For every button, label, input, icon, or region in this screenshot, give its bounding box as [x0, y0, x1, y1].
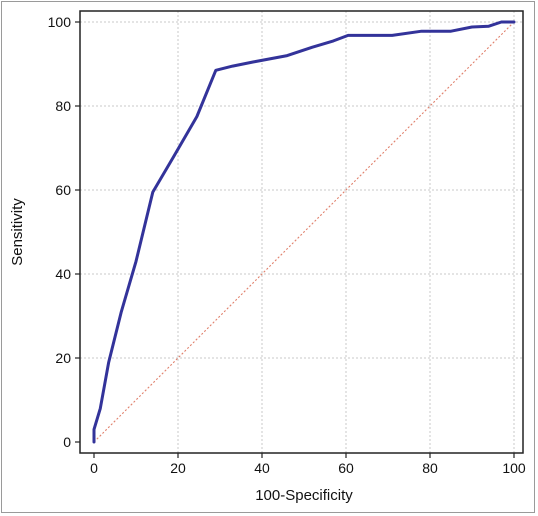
grid-layer — [80, 11, 523, 453]
y-tick-label: 0 — [63, 434, 71, 450]
x-tick-label: 60 — [338, 460, 354, 476]
y-tick-label: 80 — [55, 98, 71, 114]
y-axis-title: Sensitivity — [9, 198, 26, 266]
x-tick-label: 80 — [422, 460, 438, 476]
series-layer — [92, 20, 516, 444]
y-tick-label: 40 — [55, 266, 71, 282]
x-tick-label: 0 — [90, 460, 98, 476]
x-axis-title: 100-Specificity — [255, 487, 353, 504]
reference-line — [93, 21, 515, 443]
tick-layer: 0 20 40 60 80 100 0 20 40 60 80 100 — [48, 14, 526, 476]
x-tick-label: 100 — [502, 460, 526, 476]
y-tick-label: 20 — [55, 350, 71, 366]
x-tick-label: 40 — [254, 460, 270, 476]
plot-area — [79, 10, 524, 454]
roc-curve-line — [92, 20, 516, 444]
y-tick-label: 60 — [55, 182, 71, 198]
y-tick-label: 100 — [48, 14, 72, 30]
x-tick-label: 20 — [170, 460, 186, 476]
